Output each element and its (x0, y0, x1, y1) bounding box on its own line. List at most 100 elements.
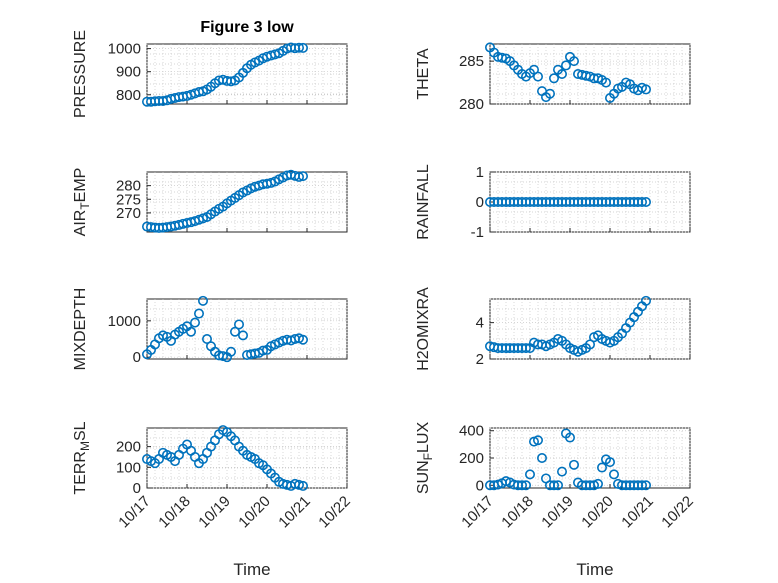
air-temp-ylabel: AIRTEMP (72, 168, 92, 237)
theta-data-point (548, 73, 559, 84)
mixdepth-data-point (190, 317, 201, 328)
h2omixra-data-point (640, 295, 651, 306)
sun-flux-ytick-label: 200 (459, 450, 484, 467)
sun-flux-data-point (516, 480, 527, 491)
sun-flux-xtick-label: 10/20 (578, 493, 617, 532)
rainfall-data-point (636, 197, 647, 208)
sun-flux-data-point (640, 480, 651, 491)
rainfall-ytick-label: 0 (476, 194, 484, 211)
pressure-ytick-label: 800 (116, 87, 141, 104)
air-temp-data-point (293, 171, 304, 182)
theta-data-point (532, 71, 543, 82)
rainfall-ytick-label: -1 (471, 224, 484, 241)
h2omixra-data-point (584, 339, 595, 350)
mixdepth-data-point (230, 326, 241, 337)
h2omixra-ytick-label: 4 (476, 315, 484, 332)
panel-sun-flux: 0 200 400 10/17 10/18 10/19 10/20 10/21 10/22 SUN… (415, 422, 697, 579)
terr-msl-xtick-label: 10/19 (195, 493, 234, 532)
pressure-ytick-label: 1000 (108, 41, 141, 58)
pressure-data-point (297, 42, 308, 53)
panel-rainfall: -1 0 1 RAINFALL (415, 164, 691, 241)
panel-theta: 280 285 THETA (415, 42, 691, 113)
terr-msl-data-point (297, 480, 308, 491)
terr-msl-data-point (293, 479, 304, 490)
sun-flux-xtick-label: 10/21 (618, 493, 657, 532)
theta-data-point (556, 69, 567, 80)
pressure-ytick-label: 900 (116, 64, 141, 81)
theta-data-point (640, 84, 651, 95)
sun-flux-xtick-label: 10/19 (538, 493, 577, 532)
sun-flux-data-point (524, 469, 535, 480)
terr-msl-ylabel: TERRMSL (72, 421, 92, 494)
mixdepth-ytick-label: 1000 (108, 313, 141, 330)
theta-data-point (568, 56, 579, 67)
h2omixra-data-point (520, 343, 531, 354)
sun-flux-data-point (564, 432, 575, 443)
sun-flux-xlabel: Time (576, 560, 613, 579)
air-temp-data-point (297, 171, 308, 182)
terr-msl-xtick-label: 10/21 (275, 493, 314, 532)
air-temp-ytick-label: 275 (116, 191, 141, 208)
terr-msl-xtick-label: 10/18 (155, 493, 194, 532)
h2omixra-ylabel: H2OMIXRA (415, 287, 432, 371)
mixdepth-data-point (198, 295, 209, 306)
mixdepth-data-point (186, 326, 197, 337)
sun-flux-data-point (596, 462, 607, 473)
sun-flux-data-point (520, 480, 531, 491)
sun-flux-data-point (552, 480, 563, 491)
panel-terr-msl: 0 100 200 10/17 10/18 10/19 10/20 10/21 10/22 TER… (72, 421, 354, 579)
sun-flux-data-point (532, 435, 543, 446)
sun-flux-data-point (568, 459, 579, 470)
sun-flux-data-point (556, 466, 567, 477)
sun-flux-data-point (548, 480, 559, 491)
theta-data-point (496, 52, 507, 63)
terr-msl-ytick-label: 200 (116, 439, 141, 456)
h2omixra-ytick-label: 2 (476, 351, 484, 368)
sun-flux-ylabel: SUNFLUX (415, 422, 435, 495)
mixdepth-data-point (297, 334, 308, 345)
panel-mixdepth: 0 1000 MIXDEPTH (72, 288, 348, 371)
rainfall-ytick-label: 1 (476, 164, 484, 181)
mixdepth-data-point (257, 345, 268, 356)
mixdepth-data-point (238, 330, 249, 341)
mixdepth-data-point (194, 308, 205, 319)
theta-data-point (560, 60, 571, 71)
sun-flux-data-point (592, 478, 603, 489)
mixdepth-data-point (202, 333, 213, 344)
mixdepth-data-point (226, 346, 237, 357)
mixdepth-ytick-label: 0 (133, 349, 141, 366)
pressure-data-point (293, 42, 304, 53)
theta-ylabel: THETA (415, 48, 432, 100)
theta-data-point (544, 88, 555, 99)
terr-msl-xtick-label: 10/20 (235, 493, 274, 532)
terr-msl-xtick-label: 10/22 (315, 493, 354, 532)
pressure-data-point (269, 49, 280, 60)
air-temp-ytick-label: 280 (116, 178, 141, 195)
sun-flux-data-point (604, 457, 615, 468)
sun-flux-xtick-label: 10/18 (498, 493, 537, 532)
pressure-data-point (226, 76, 237, 87)
mixdepth-ylabel: MIXDEPTH (72, 288, 89, 371)
air-temp-ytick-label: 270 (116, 205, 141, 222)
sun-flux-ytick-label: 400 (459, 423, 484, 440)
panel-pressure: 800 900 1000 PRESSURE Figure 3 low (72, 19, 348, 118)
sun-flux-xtick-label: 10/22 (658, 493, 697, 532)
sun-flux-data-point (536, 452, 547, 463)
theta-data-point (600, 77, 611, 88)
figure-title: Figure 3 low (200, 19, 294, 36)
sun-flux-ytick-label: 0 (476, 477, 484, 494)
pressure-ylabel: PRESSURE (72, 30, 89, 118)
terr-msl-ytick-label: 100 (116, 459, 141, 476)
mixdepth-data-point (218, 351, 229, 362)
rainfall-data-point (640, 197, 651, 208)
rainfall-ylabel: RAINFALL (415, 164, 432, 240)
sun-flux-data-point (636, 480, 647, 491)
sun-flux-data-point (608, 469, 619, 480)
terr-msl-ytick-label: 0 (133, 480, 141, 497)
theta-ytick-label: 280 (459, 96, 484, 113)
terr-msl-xtick-label: 10/17 (115, 493, 154, 532)
mixdepth-data-point (234, 319, 245, 330)
sun-flux-xtick-label: 10/17 (458, 493, 497, 532)
